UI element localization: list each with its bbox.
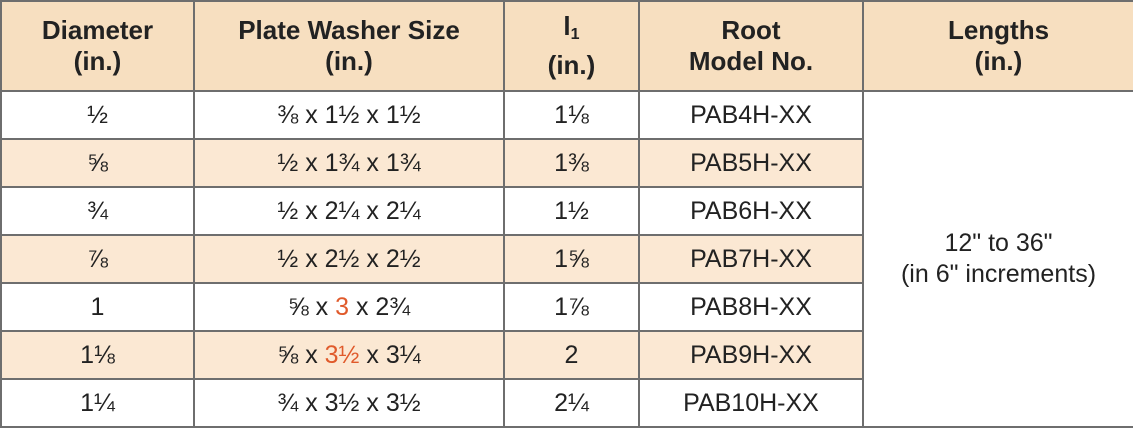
table-row: ¾ ½ x 2¼ x 2¼ 1½ PAB6H-XX <box>0 186 1133 236</box>
table-row: 1⅛ ⅝ x 3½ x 3¼ 2 PAB9H-XX <box>0 330 1133 380</box>
diameter-cell: ¾ <box>0 186 195 236</box>
diameter-cell: ½ <box>0 90 195 140</box>
model-cell: PAB6H-XX <box>638 186 864 236</box>
washer-size-cell: ½ x 2¼ x 2¼ <box>193 186 505 236</box>
model-cell: PAB8H-XX <box>638 282 864 332</box>
washer-size-cell: ¾ x 3½ x 3½ <box>193 378 505 428</box>
table-row: ⅞ ½ x 2½ x 2½ 1⅝ PAB7H-XX <box>0 234 1133 284</box>
model-cell: PAB7H-XX <box>638 234 864 284</box>
header-l1: l1 (in.) <box>503 0 640 92</box>
model-cell: PAB5H-XX <box>638 138 864 188</box>
l1-cell: 1½ <box>503 186 640 236</box>
washer-size-cell: ⅝ x 3½ x 3¼ <box>193 330 505 380</box>
table-row: ⅝ ½ x 1¾ x 1¾ 1⅜ PAB5H-XX <box>0 138 1133 188</box>
header-lengths: Lengths (in.) <box>862 0 1133 92</box>
model-cell: PAB9H-XX <box>638 330 864 380</box>
header-diameter: Diameter (in.) <box>0 0 195 92</box>
lengths-cell: 12" to 36" (in 6" increments) <box>862 90 1133 428</box>
l1-cell: 1⅞ <box>503 282 640 332</box>
l1-cell: 1⅜ <box>503 138 640 188</box>
table-row: 1¼ ¾ x 3½ x 3½ 2¼ PAB10H-XX <box>0 378 1133 428</box>
diameter-cell: ⅝ <box>0 138 195 188</box>
l1-cell: 1⅛ <box>503 90 640 140</box>
diameter-cell: 1 <box>0 282 195 332</box>
model-cell: PAB10H-XX <box>638 378 864 428</box>
highlighted-value: 3½ <box>324 340 360 369</box>
l1-cell: 2 <box>503 330 640 380</box>
washer-size-cell: ½ x 2½ x 2½ <box>193 234 505 284</box>
diameter-cell: 1⅛ <box>0 330 195 380</box>
header-root-model-no: Root Model No. <box>638 0 864 92</box>
l1-cell: 2¼ <box>503 378 640 428</box>
washer-size-cell: ½ x 1¾ x 1¾ <box>193 138 505 188</box>
washer-size-cell: ⅝ x 3 x 2¾ <box>193 282 505 332</box>
l1-cell: 1⅝ <box>503 234 640 284</box>
model-cell: PAB4H-XX <box>638 90 864 140</box>
washer-size-cell: ⅜ x 1½ x 1½ <box>193 90 505 140</box>
diameter-cell: 1¼ <box>0 378 195 428</box>
highlighted-value: 3 <box>335 292 349 321</box>
header-row: Diameter (in.) Plate Washer Size (in.) l… <box>0 0 1133 92</box>
table-row: ½ ⅜ x 1½ x 1½ 1⅛ PAB4H-XX 12" to 36" (in… <box>0 90 1133 428</box>
table-row: 1 ⅝ x 3 x 2¾ 1⅞ PAB8H-XX <box>0 282 1133 332</box>
header-plate-washer-size: Plate Washer Size (in.) <box>193 0 505 92</box>
diameter-cell: ⅞ <box>0 234 195 284</box>
